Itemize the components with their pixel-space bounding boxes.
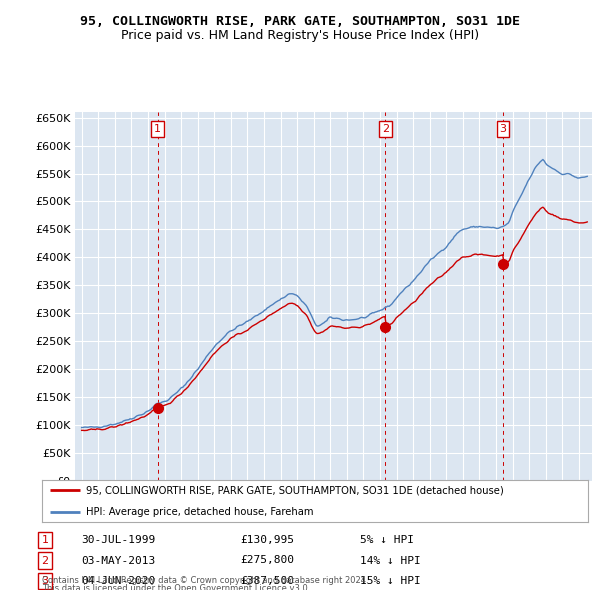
Text: £387,500: £387,500 [240,576,294,586]
Text: £130,995: £130,995 [240,535,294,545]
Text: 5% ↓ HPI: 5% ↓ HPI [360,535,414,545]
Text: 3: 3 [41,576,49,586]
Text: HPI: Average price, detached house, Fareham: HPI: Average price, detached house, Fare… [86,507,313,516]
Text: This data is licensed under the Open Government Licence v3.0.: This data is licensed under the Open Gov… [42,584,310,590]
Text: 04-JUN-2020: 04-JUN-2020 [81,576,155,586]
Text: £275,800: £275,800 [240,556,294,565]
Text: Contains HM Land Registry data © Crown copyright and database right 2024.: Contains HM Land Registry data © Crown c… [42,576,368,585]
Text: 03-MAY-2013: 03-MAY-2013 [81,556,155,565]
Text: 95, COLLINGWORTH RISE, PARK GATE, SOUTHAMPTON, SO31 1DE: 95, COLLINGWORTH RISE, PARK GATE, SOUTHA… [80,15,520,28]
Text: 2: 2 [41,556,49,565]
Text: 14% ↓ HPI: 14% ↓ HPI [360,556,421,565]
Text: 3: 3 [500,124,506,134]
Text: 2: 2 [382,124,389,134]
Text: 1: 1 [41,535,49,545]
Text: Price paid vs. HM Land Registry's House Price Index (HPI): Price paid vs. HM Land Registry's House … [121,30,479,42]
Text: 15% ↓ HPI: 15% ↓ HPI [360,576,421,586]
Text: 95, COLLINGWORTH RISE, PARK GATE, SOUTHAMPTON, SO31 1DE (detached house): 95, COLLINGWORTH RISE, PARK GATE, SOUTHA… [86,486,503,495]
Text: 1: 1 [154,124,161,134]
Text: 30-JUL-1999: 30-JUL-1999 [81,535,155,545]
